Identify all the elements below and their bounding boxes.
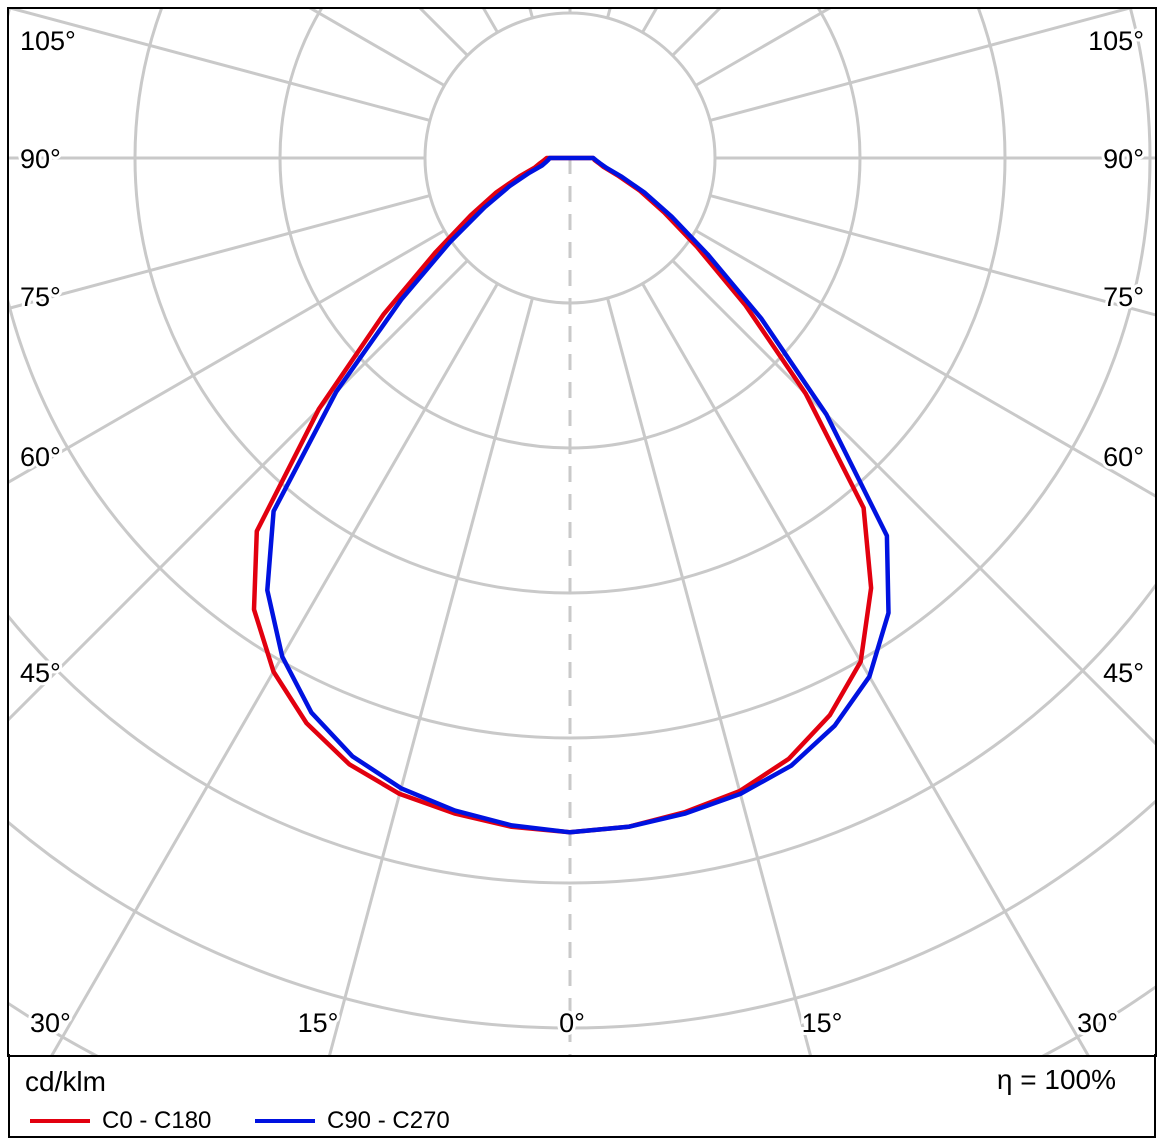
grid-radial-line [328, 297, 534, 1055]
grid-radial-line [9, 194, 431, 310]
intensity-curve-c0-c180 [251, 155, 874, 835]
grid-ring [9, 799, 1155, 1030]
frame-border-right [1154, 1054, 1156, 1138]
angle-tick-label: 90° [1103, 144, 1144, 174]
legend-label-c0-c180: C0 - C180 [102, 1107, 212, 1134]
legend: C0 - C180 C90 - C270 [0, 1106, 1164, 1136]
angle-tick-label: 30° [1077, 1008, 1118, 1038]
efficiency-label: η = 100% [996, 1064, 1116, 1095]
frame-border-left [8, 1054, 10, 1138]
angle-tick-label: 60° [20, 442, 61, 472]
legend-label-c90-c270: C90 - C270 [327, 1107, 450, 1134]
angle-tick-label: 60° [1103, 442, 1144, 472]
grid-radial-line [694, 229, 1155, 498]
frame-border-bottom [8, 1136, 1156, 1138]
curves-layer [251, 155, 891, 835]
angle-tick-label: 0° [559, 1008, 585, 1038]
grid-ring [9, 9, 1152, 740]
angle-tick-label: 45° [20, 658, 61, 688]
grid-radial-line [641, 282, 1090, 1055]
angle-tick-label: 105° [20, 26, 76, 56]
legend-line-red-icon [30, 1119, 90, 1123]
grid-radial-line [671, 259, 1155, 746]
intensity-curve-c90-c270 [265, 155, 891, 835]
grid-radial-line [709, 9, 1132, 122]
units-label: cd/klm [25, 1066, 106, 1097]
polar-intensity-chart: 105° 90° 75° 60° 45° 30° 15° 0° 15° 30° 45° 60° 75° 9… [7, 7, 1157, 1057]
angle-tick-label: 30° [30, 1008, 71, 1038]
angle-tick-label: 15° [298, 1008, 339, 1038]
angle-tick-label: 90° [20, 144, 61, 174]
grid-radial-line [606, 297, 812, 1055]
grid-radial-line [641, 9, 658, 34]
angle-tick-label: 15° [802, 1008, 843, 1038]
grid-radial-line [50, 282, 499, 1055]
grid-radial-line [9, 9, 431, 122]
legend-item-c90-c270: C90 - C270 [255, 1106, 450, 1136]
chart-border [7, 7, 1157, 1057]
legend-item-c0-c180: C0 - C180 [30, 1106, 211, 1136]
grid-radial-line [9, 229, 446, 484]
angle-tick-label: 75° [1103, 282, 1144, 312]
grid-radial-line [9, 259, 469, 722]
grid-radial-line [709, 194, 1155, 317]
grid-ring [9, 583, 1155, 885]
legend-line-blue-icon [255, 1119, 315, 1123]
angle-tick-label: 45° [1103, 658, 1144, 688]
grid-layer [9, 9, 1155, 1055]
angle-tick-label: 75° [20, 282, 61, 312]
angle-tick-label: 105° [1088, 26, 1144, 56]
